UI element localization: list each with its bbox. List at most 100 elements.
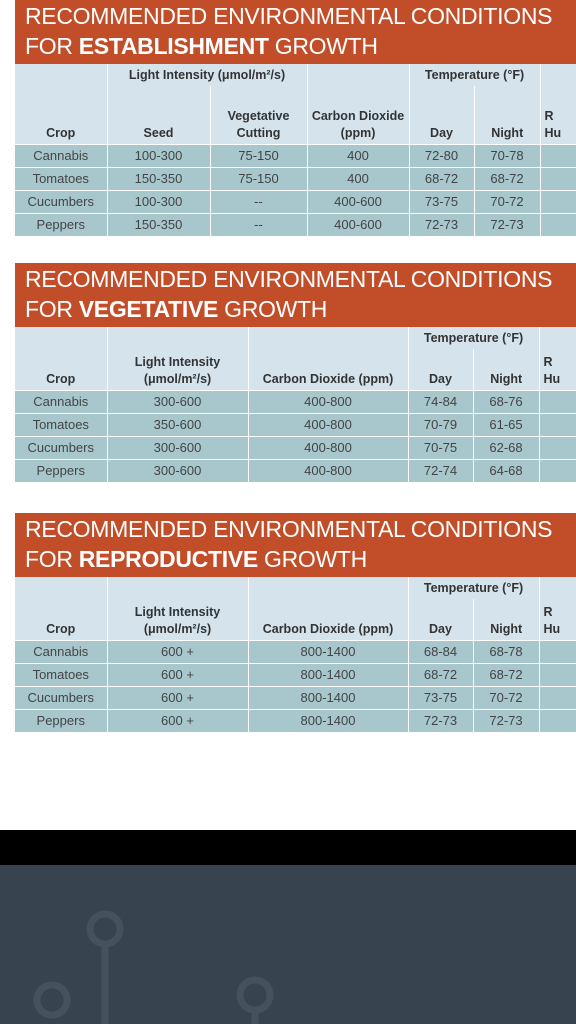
cell-co2: 400-800 — [248, 435, 409, 459]
table-row: Cucumbers 300-600 400-800 70-75 62-68 — [15, 435, 576, 459]
table-row: Cucumbers 600 +800-1400 73-75 70-72 — [15, 685, 576, 709]
establishment-banner: RECOMMENDED ENVIRONMENTAL CONDITIONS FOR… — [15, 0, 576, 64]
cell-co2: 400-600 — [307, 212, 410, 236]
column-header-humidity-partial: R Hu — [540, 64, 576, 144]
table-row: Peppers 300-600 400-800 72-74 64-68 — [15, 458, 576, 482]
cell-light: 300-600 — [107, 435, 249, 459]
cell-night: 68-72 — [474, 166, 541, 190]
reproductive-table: Crop Light Intensity (μmol/m²/s) Carbon … — [15, 577, 576, 732]
banner-stage-name: ESTABLISHMENT — [78, 33, 269, 59]
cell-partial — [539, 639, 576, 663]
cell-light: 350-600 — [107, 412, 249, 436]
cell-night: 72-73 — [474, 212, 541, 236]
cell-partial — [540, 212, 576, 236]
column-header-seed: Seed — [107, 86, 211, 144]
cell-crop: Cucumbers — [15, 189, 108, 213]
cell-day: 68-84 — [408, 639, 474, 663]
vegetative-banner: RECOMMENDED ENVIRONMENTAL CONDITIONS FOR… — [15, 263, 576, 327]
cell-co2: 400-800 — [248, 458, 409, 482]
cell-day: 72-73 — [409, 212, 475, 236]
cell-partial — [539, 458, 576, 482]
cell-partial — [539, 685, 576, 709]
table-row: Cannabis 100-300 75-150 400 72-80 70-78 — [15, 143, 576, 167]
cell-seed: 150-350 — [107, 166, 211, 190]
cell-night: 61-65 — [473, 412, 540, 436]
cell-crop: Cannabis — [15, 639, 108, 663]
column-group-temperature: Temperature (°F) — [409, 64, 541, 86]
vegetative-section: RECOMMENDED ENVIRONMENTAL CONDITIONS FOR… — [15, 263, 576, 482]
cell-crop: Tomatoes — [15, 166, 108, 190]
column-header-humidity-partial: R Hu — [539, 577, 576, 640]
cell-crop: Cannabis — [15, 143, 108, 167]
column-group-temperature: Temperature (°F) — [408, 577, 540, 599]
cell-day: 72-74 — [408, 458, 474, 482]
cell-crop: Peppers — [15, 708, 108, 732]
cell-cutting: 75-150 — [210, 143, 308, 167]
column-group-light-intensity: Light Intensity (μmol/m²/s) — [107, 64, 308, 86]
cell-partial — [540, 166, 576, 190]
cell-co2: 400-600 — [307, 189, 410, 213]
cell-light: 600 + — [107, 662, 249, 686]
cell-co2: 400-800 — [248, 412, 409, 436]
cell-night: 62-68 — [473, 435, 540, 459]
column-header-co2: Carbon Dioxide (ppm) — [248, 577, 409, 640]
cell-night: 72-73 — [473, 708, 540, 732]
cell-partial — [540, 189, 576, 213]
table-row: Cucumbers 100-300 -- 400-600 73-75 70-72 — [15, 189, 576, 213]
cell-partial — [539, 412, 576, 436]
vegetative-table: Crop Light Intensity (μmol/m²/s) Carbon … — [15, 327, 576, 482]
cell-night: 68-76 — [473, 389, 540, 413]
cell-night: 68-72 — [473, 662, 540, 686]
cell-day: 70-75 — [408, 435, 474, 459]
banner-title-line1: RECOMMENDED ENVIRONMENTAL CONDITIONS — [25, 266, 553, 292]
cell-partial — [539, 389, 576, 413]
cell-co2: 800-1400 — [248, 639, 409, 663]
cell-day: 73-75 — [408, 685, 474, 709]
banner-stage-name: VEGETATIVE — [78, 296, 219, 322]
cell-crop: Tomatoes — [15, 662, 108, 686]
cell-co2: 400 — [307, 166, 410, 190]
column-header-crop: Crop — [15, 327, 108, 390]
column-header-crop: Crop — [15, 577, 108, 640]
cell-partial — [539, 662, 576, 686]
table-row: Tomatoes 600 +800-1400 68-72 68-72 — [15, 662, 576, 686]
circuit-decoration-icon — [33, 910, 274, 1024]
column-header-vegetative-cutting: Vegetative Cutting — [210, 86, 308, 144]
cell-crop: Tomatoes — [15, 412, 108, 436]
column-header-crop: Crop — [15, 64, 108, 144]
cell-co2: 800-1400 — [248, 685, 409, 709]
cell-co2: 400 — [307, 143, 410, 167]
cell-seed: 100-300 — [107, 143, 211, 167]
black-divider-band — [0, 830, 576, 865]
cell-cutting: -- — [210, 212, 308, 236]
cell-partial — [539, 708, 576, 732]
cell-light: 600 + — [107, 685, 249, 709]
column-header-day: Day — [409, 86, 475, 144]
column-header-day: Day — [408, 599, 474, 640]
column-header-humidity-partial: R Hu — [539, 327, 576, 390]
reproductive-banner: RECOMMENDED ENVIRONMENTAL CONDITIONS FOR… — [15, 513, 576, 577]
cell-co2: 800-1400 — [248, 708, 409, 732]
column-header-light-intensity: Light Intensity (μmol/m²/s) — [107, 577, 249, 640]
cell-cutting: 75-150 — [210, 166, 308, 190]
cell-partial — [540, 143, 576, 167]
establishment-section: RECOMMENDED ENVIRONMENTAL CONDITIONS FOR… — [15, 0, 576, 236]
cell-seed: 100-300 — [107, 189, 211, 213]
cell-light: 300-600 — [107, 458, 249, 482]
footer-panel — [0, 865, 576, 1024]
banner-title-line2: FOR VEGETATIVE GROWTH — [25, 296, 328, 322]
cell-light: 300-600 — [107, 389, 249, 413]
reproductive-section: RECOMMENDED ENVIRONMENTAL CONDITIONS FOR… — [15, 513, 576, 732]
cell-seed: 150-350 — [107, 212, 211, 236]
cell-night: 68-78 — [473, 639, 540, 663]
banner-title-line2: FOR ESTABLISHMENT GROWTH — [25, 33, 378, 59]
cell-night: 70-78 — [474, 143, 541, 167]
banner-stage-name: REPRODUCTIVE — [78, 546, 258, 572]
banner-title-line1: RECOMMENDED ENVIRONMENTAL CONDITIONS — [25, 3, 553, 29]
cell-day: 73-75 — [409, 189, 475, 213]
column-header-night: Night — [473, 599, 540, 640]
cell-day: 72-73 — [408, 708, 474, 732]
cell-co2: 400-800 — [248, 389, 409, 413]
cell-crop: Peppers — [15, 212, 108, 236]
column-header-co2: Carbon Dioxide (ppm) — [307, 64, 410, 144]
